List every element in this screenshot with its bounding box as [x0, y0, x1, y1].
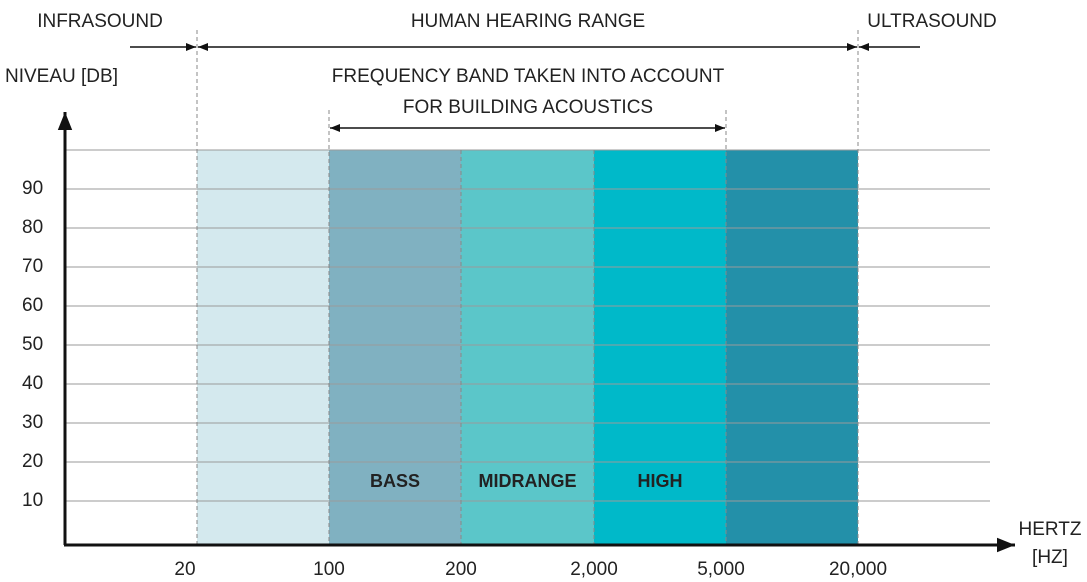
y-tick-label: 20	[22, 451, 43, 472]
band-label: HIGH	[638, 471, 683, 491]
band-label: BASS	[370, 471, 420, 491]
y-tick-label: 30	[22, 412, 43, 433]
x-tick-label: 20	[174, 559, 195, 580]
y-tick-label: 90	[22, 178, 43, 199]
y-tick-label: 70	[22, 256, 43, 277]
y-tick-label: 50	[22, 334, 43, 355]
x-tick-label: 100	[313, 559, 345, 580]
grid	[65, 149, 990, 502]
band-note: FOR BUILDING ACOUSTICS	[403, 97, 653, 118]
band	[197, 150, 329, 545]
band	[329, 150, 461, 545]
band	[726, 150, 858, 545]
band	[461, 150, 594, 545]
y-tick-label: 80	[22, 217, 43, 238]
x-tick-label: 200	[445, 559, 477, 580]
human-label: HUMAN HEARING RANGE	[411, 11, 645, 32]
x-tick-label: 5,000	[697, 559, 745, 580]
infrasound-label: INFRASOUND	[37, 11, 163, 32]
x-axis-label: HERTZ	[1019, 519, 1082, 540]
y-tick-label: 10	[22, 490, 43, 511]
y-tick-label: 60	[22, 295, 43, 316]
ultrasound-label: ULTRASOUND	[867, 11, 997, 32]
band-label: MIDRANGE	[479, 471, 577, 491]
y-tick-label: 40	[22, 373, 43, 394]
x-axis-label: [HZ]	[1032, 547, 1068, 568]
labels: BASS MIDRANGE HIGH 10 20 30 40 50 60 70 80 90 20 100 2…	[22, 178, 887, 580]
band	[594, 150, 726, 545]
bands	[197, 150, 858, 545]
x-tick-label: 2,000	[570, 559, 618, 580]
y-axis-label: NIVEAU [DB]	[5, 66, 118, 87]
band-note: FREQUENCY BAND TAKEN INTO ACCOUNT	[332, 66, 725, 87]
x-tick-label: 20,000	[829, 559, 887, 580]
